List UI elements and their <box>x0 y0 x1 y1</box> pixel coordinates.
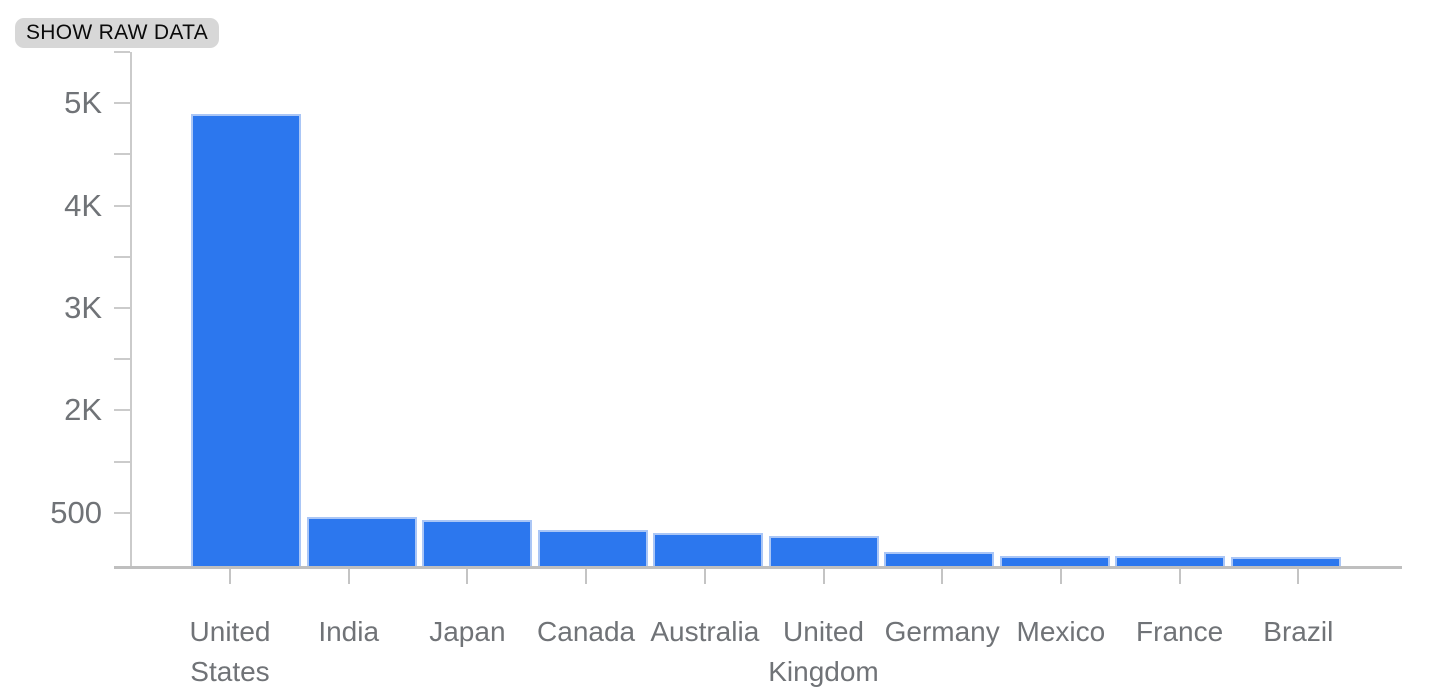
y-axis-label: 5K <box>64 85 102 121</box>
x-axis-label-united-kingdom: United Kingdom <box>768 616 879 687</box>
x-axis-tick <box>347 569 350 584</box>
x-axis-tick <box>229 569 231 584</box>
y-axis-label: 4K <box>64 187 102 223</box>
x-axis-tick <box>1297 569 1300 584</box>
bar-united-kingdom[interactable] <box>768 535 879 566</box>
y-axis-label: 500 <box>50 494 102 530</box>
x-axis-label-france: France <box>1136 616 1224 647</box>
bar-mexico[interactable] <box>999 555 1110 566</box>
x-axis-tick <box>822 569 825 584</box>
x-axis-label-australia: Australia <box>650 616 760 647</box>
x-axis-label-canada: Canada <box>537 616 636 647</box>
x-axis-tick <box>585 569 588 584</box>
bar-canada[interactable] <box>537 529 648 566</box>
y-axis-tick <box>114 358 130 361</box>
show-raw-data-button[interactable]: SHOW RAW DATA <box>15 18 219 48</box>
x-axis-label-brazil: Brazil <box>1263 616 1334 647</box>
x-axis-tick <box>466 569 469 584</box>
x-axis-label-united-states: United States <box>189 616 271 687</box>
x-axis-tick <box>1059 569 1062 584</box>
y-axis-tick <box>114 204 130 207</box>
bar-japan[interactable] <box>422 520 532 566</box>
bar-france[interactable] <box>1115 556 1225 566</box>
y-axis-tick <box>114 307 130 309</box>
y-axis-label: 3K <box>64 290 102 325</box>
y-axis-tick <box>114 409 130 412</box>
bar-australia[interactable] <box>653 532 763 566</box>
x-axis-label-mexico: Mexico <box>1016 616 1106 647</box>
bar-germany[interactable] <box>884 551 994 566</box>
x-axis-tick <box>703 569 706 584</box>
y-axis-tick <box>114 153 130 156</box>
y-axis-tick <box>114 51 130 53</box>
y-axis-tick <box>114 255 130 258</box>
y-axis-label: 2K <box>64 392 102 428</box>
y-axis-tick <box>114 460 130 463</box>
x-axis-label-germany: Germany <box>884 616 1000 647</box>
y-axis-tick <box>114 511 130 514</box>
bar-brazil[interactable] <box>1230 556 1341 566</box>
y-axis-tick <box>114 102 130 105</box>
x-axis-label-india: India <box>318 616 380 647</box>
y-axis-line <box>130 52 132 569</box>
bar-india[interactable] <box>306 517 417 566</box>
x-axis-tick <box>941 569 944 584</box>
x-axis-label-japan: Japan <box>429 616 506 647</box>
bar-united-states[interactable] <box>191 114 301 566</box>
x-axis-baseline <box>114 566 1402 569</box>
x-axis-tick <box>1178 569 1181 584</box>
